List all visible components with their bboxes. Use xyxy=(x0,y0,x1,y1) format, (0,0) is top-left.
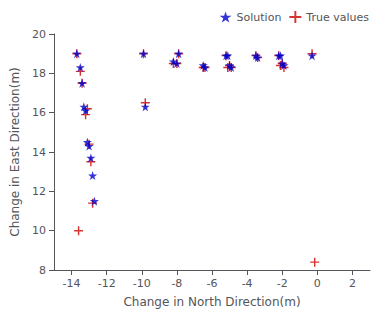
svg-text:16: 16 xyxy=(32,106,46,119)
svg-text:-6: -6 xyxy=(207,277,218,290)
svg-text:10: 10 xyxy=(32,224,46,237)
svg-text:Solution: Solution xyxy=(237,11,282,24)
svg-text:14: 14 xyxy=(32,146,46,159)
svg-text:2: 2 xyxy=(349,277,356,290)
svg-text:True values: True values xyxy=(305,11,369,24)
svg-text:8: 8 xyxy=(39,264,46,277)
svg-text:-4: -4 xyxy=(242,277,253,290)
svg-text:-12: -12 xyxy=(98,277,116,290)
svg-text:Change in East Direction(m): Change in East Direction(m) xyxy=(8,67,22,236)
svg-text:20: 20 xyxy=(32,28,46,41)
svg-text:0: 0 xyxy=(314,277,321,290)
svg-text:-8: -8 xyxy=(171,277,182,290)
svg-text:Change in North Direction(m): Change in North Direction(m) xyxy=(123,295,300,309)
svg-text:-14: -14 xyxy=(63,277,81,290)
svg-text:-10: -10 xyxy=(133,277,151,290)
svg-text:-2: -2 xyxy=(277,277,288,290)
svg-text:18: 18 xyxy=(32,67,46,80)
svg-text:12: 12 xyxy=(32,185,46,198)
